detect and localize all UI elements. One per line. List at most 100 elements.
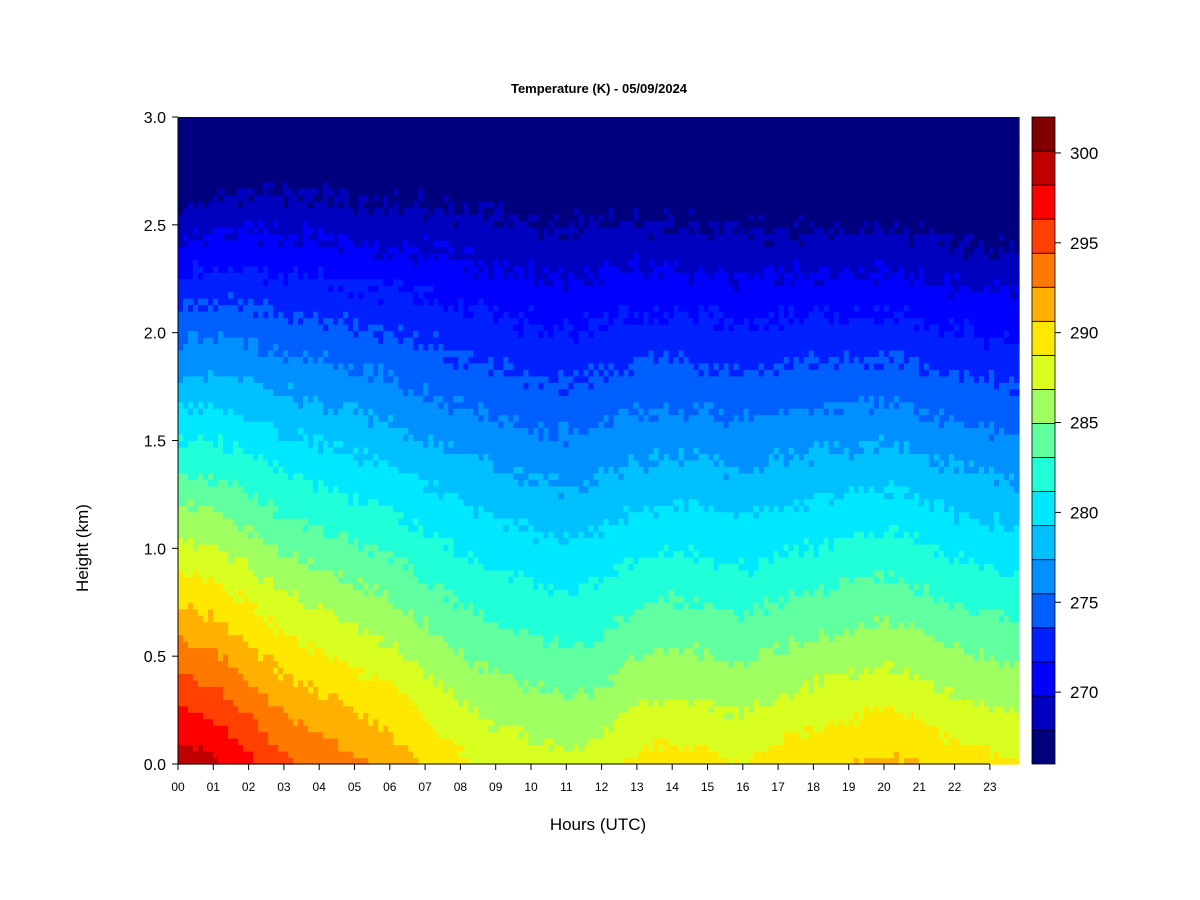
heatmap-cell xyxy=(358,317,364,325)
heatmap-cell xyxy=(213,349,219,357)
heatmap-cell xyxy=(233,291,239,299)
heatmap-cell xyxy=(393,330,399,338)
heatmap-cell xyxy=(308,220,314,228)
heatmap-cell xyxy=(348,472,354,480)
heatmap-cell xyxy=(358,162,364,170)
heatmap-cell xyxy=(258,666,264,675)
heatmap-cell xyxy=(413,731,419,739)
heatmap-cell xyxy=(413,589,419,597)
heatmap-cell xyxy=(328,692,334,700)
heatmap-cell xyxy=(178,751,184,759)
heatmap-cell xyxy=(293,757,299,765)
heatmap-cell xyxy=(318,556,324,565)
heatmap-cell xyxy=(308,181,314,189)
heatmap-cell xyxy=(268,207,274,215)
heatmap-cell xyxy=(353,369,359,377)
heatmap-cell xyxy=(388,628,394,636)
heatmap-cell xyxy=(183,117,189,125)
heatmap-cell xyxy=(408,647,414,655)
heatmap-cell xyxy=(403,589,409,597)
heatmap-cell xyxy=(278,453,284,461)
heatmap-cell xyxy=(238,291,244,299)
heatmap-cell xyxy=(238,544,244,552)
heatmap-cell xyxy=(378,201,384,209)
heatmap-cell xyxy=(378,641,384,649)
heatmap-cell xyxy=(198,285,204,293)
heatmap-cell xyxy=(328,595,334,603)
heatmap-cell xyxy=(233,705,239,713)
heatmap-cell xyxy=(243,744,249,752)
heatmap-cell xyxy=(358,472,364,480)
heatmap-cell xyxy=(393,751,399,759)
heatmap-cell xyxy=(418,647,424,655)
heatmap-cell xyxy=(408,615,414,623)
heatmap-cell xyxy=(203,466,209,474)
heatmap-cell xyxy=(408,602,414,610)
heatmap-cell xyxy=(403,175,409,183)
heatmap-cell xyxy=(388,751,394,759)
heatmap-cell xyxy=(328,569,334,577)
heatmap-cell xyxy=(273,388,279,396)
heatmap-cell xyxy=(383,214,389,222)
heatmap-cell xyxy=(178,214,184,222)
heatmap-cell xyxy=(303,207,309,215)
heatmap-cell xyxy=(208,408,214,416)
heatmap-cell xyxy=(268,265,274,273)
heatmap-cell xyxy=(243,369,249,377)
heatmap-cell xyxy=(338,129,344,138)
heatmap-cell xyxy=(183,317,189,325)
heatmap-cell xyxy=(373,718,379,726)
heatmap-cell xyxy=(278,692,284,700)
heatmap-cell xyxy=(238,311,244,319)
heatmap-cell xyxy=(193,692,199,700)
heatmap-cell xyxy=(253,401,259,409)
heatmap-cell xyxy=(398,272,404,280)
heatmap-cell xyxy=(203,686,209,694)
heatmap-cell xyxy=(413,272,419,280)
heatmap-cell xyxy=(343,686,349,694)
heatmap-cell xyxy=(393,459,399,467)
heatmap-cell xyxy=(223,304,229,312)
heatmap-cell xyxy=(273,718,279,726)
heatmap-cell xyxy=(363,129,369,138)
heatmap-cell xyxy=(268,556,274,565)
heatmap-cell xyxy=(283,382,289,390)
heatmap-cell xyxy=(213,621,219,629)
heatmap-cell xyxy=(278,330,284,338)
heatmap-cell xyxy=(368,654,374,662)
heatmap-cell xyxy=(408,531,414,539)
heatmap-cell xyxy=(178,679,184,687)
heatmap-cell xyxy=(258,511,264,519)
heatmap-cell xyxy=(188,220,194,228)
heatmap-cell xyxy=(313,317,319,325)
heatmap-cell xyxy=(198,155,204,163)
heatmap-cell xyxy=(193,679,199,687)
heatmap-cell xyxy=(423,162,429,170)
heatmap-cell xyxy=(343,298,349,306)
heatmap-cell xyxy=(213,285,219,293)
heatmap-cell xyxy=(338,162,344,170)
heatmap-cell xyxy=(193,569,199,577)
heatmap-cell xyxy=(223,699,229,707)
heatmap-cell xyxy=(283,427,289,435)
heatmap-cell xyxy=(213,446,219,455)
heatmap-cell xyxy=(358,278,364,286)
heatmap-cell xyxy=(333,563,339,571)
heatmap-cell xyxy=(258,654,264,662)
heatmap-cell xyxy=(358,123,364,131)
heatmap-cell xyxy=(293,641,299,649)
heatmap-cell xyxy=(238,201,244,209)
heatmap-cell xyxy=(293,168,299,176)
heatmap-cell xyxy=(278,136,284,144)
heatmap-cell xyxy=(233,136,239,144)
heatmap-cell xyxy=(178,718,184,726)
heatmap-cell xyxy=(243,641,249,649)
heatmap-cell xyxy=(233,446,239,455)
heatmap-cell xyxy=(368,751,374,759)
heatmap-cell xyxy=(268,485,274,493)
heatmap-cell xyxy=(388,705,394,713)
heatmap-cell xyxy=(413,654,419,662)
heatmap-cell xyxy=(283,446,289,455)
heatmap-cell xyxy=(313,395,319,403)
heatmap-cell xyxy=(363,654,369,662)
